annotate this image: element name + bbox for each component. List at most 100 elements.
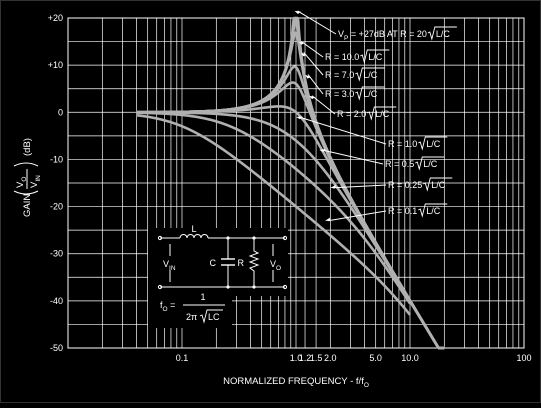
annotation-label: VP = +27dB AT R = 20 [338, 29, 427, 42]
annotation-root: L/C [426, 139, 441, 149]
sqrt-sign [427, 26, 457, 41]
annotation-root: L/C [431, 180, 446, 190]
annotation-text: R = 7.0 [325, 70, 354, 80]
y-axis-unit: (dB) [22, 138, 33, 156]
y-tick-label: +10 [48, 60, 63, 70]
vin-main: V [163, 259, 169, 269]
x-tick-label: 0.1 [176, 353, 189, 363]
x-tick-label: 10.0 [401, 353, 419, 363]
annotation-text: R = 0.1 [388, 206, 417, 216]
formula-lhs: fO = [160, 300, 175, 313]
annotation-sub: P [344, 35, 348, 42]
leader-line [307, 74, 324, 95]
inductor-icon [179, 234, 209, 239]
annotations: VP = +27dB AT R = 20 L/CR = 10.0 L/CR = … [294, 10, 457, 222]
formula-root: LC [208, 312, 220, 322]
y-tick-label: -20 [50, 202, 63, 212]
arrowhead [296, 116, 303, 120]
annotation-r2: R = 2.0 L/C [308, 95, 397, 121]
x-tick-label: 5.0 [369, 353, 382, 363]
y-axis-vin-sub: IN [35, 175, 42, 182]
annotation-text: R = 10.0 [325, 52, 359, 62]
formula-sub: O [163, 306, 168, 313]
x-axis-title-sub: O [364, 382, 369, 389]
annotation-r025: R = 0.25 L/C [330, 177, 453, 192]
arrowhead [308, 95, 316, 100]
formula-sqrt [199, 309, 223, 324]
x-axis-title: NORMALIZED FREQUENCY - f/fO [223, 376, 369, 389]
sqrt-sign [355, 86, 385, 101]
leader-line [322, 149, 384, 165]
annotation-label: R = 2.0 [337, 109, 366, 119]
curves [135, 16, 446, 350]
terminal [282, 284, 288, 290]
formula-eq: = [168, 300, 176, 310]
annotation-text: R = 0.5 [385, 159, 414, 169]
arrowhead [319, 148, 326, 152]
y-axis-vo: VO [15, 177, 28, 188]
annotation-r1: R = 1.0 L/C [296, 116, 448, 151]
y-axis-vo-main: V [15, 181, 26, 188]
circuit-background [148, 228, 288, 296]
annotation-label: R = 0.1 [388, 206, 417, 216]
annotation-root: L/C [368, 52, 383, 62]
arrowhead [325, 217, 331, 221]
annotation-label: R = 0.5 [385, 159, 414, 169]
junction-dot [226, 236, 230, 240]
sqrt-sign [415, 156, 445, 171]
resistor-icon [248, 238, 260, 287]
y-tick-label: -30 [50, 249, 63, 259]
leader-line [328, 210, 387, 222]
annotation-root: L/C [363, 89, 378, 99]
annotation-root: L/C [363, 70, 378, 80]
sqrt-sign [418, 203, 448, 218]
resistor-label: R [238, 258, 245, 268]
y-tick-label: +20 [48, 13, 63, 23]
paren-right [13, 162, 39, 167]
y-tick-label: -40 [50, 296, 63, 306]
annotation-label: R = 1.0 [388, 139, 417, 149]
vo-main: V [270, 259, 276, 269]
annotation-text: V [338, 29, 344, 39]
grid [67, 17, 525, 349]
y-tick-label: 0 [58, 107, 63, 117]
leader-line [301, 41, 324, 58]
annotation-r05: R = 0.5 L/C [319, 148, 445, 171]
junction-dot [252, 285, 256, 289]
x-axis-title-main: NORMALIZED FREQUENCY - f/f [223, 376, 364, 387]
arrowhead [300, 52, 307, 57]
series-line [135, 113, 412, 316]
formula-f: f [160, 300, 163, 310]
junction-dot [252, 236, 256, 240]
y-axis-vo-sub: O [21, 177, 28, 182]
x-tick-label: 2.0 [324, 353, 337, 363]
y-tick-label: -50 [50, 343, 63, 353]
y-axis-vin: VIN [29, 175, 42, 188]
arrowhead [330, 184, 337, 189]
leader-line [303, 52, 324, 76]
annotation-root: L/C [423, 159, 438, 169]
annotation-label: R = 3.0 [325, 89, 354, 99]
y-axis-vin-main: V [29, 181, 40, 188]
inductor-label: L [191, 224, 196, 234]
arrowhead [305, 74, 311, 79]
leader-line [333, 184, 387, 189]
annotation-root: L/C [426, 206, 441, 216]
vin-label: VIN [163, 259, 176, 272]
annotation-root: L/C [375, 109, 390, 119]
leader-line [297, 10, 337, 35]
arrowhead [298, 41, 305, 45]
sqrt-sign [423, 177, 453, 192]
junction-dot [226, 285, 230, 289]
tick-labels: +20 +10 0 -10 -20 -30 -40 -50 0.1 1.01.21.5 2.0 5.0… [48, 13, 532, 363]
annotation-r01: R = 0.1 L/C [325, 203, 448, 222]
annotation-r3: R = 3.0 L/C [305, 74, 385, 101]
vin-sub: IN [169, 265, 176, 272]
sqrt-sign [360, 49, 390, 64]
capacitor-label: C [210, 258, 217, 268]
vo-sub: O [276, 265, 281, 272]
